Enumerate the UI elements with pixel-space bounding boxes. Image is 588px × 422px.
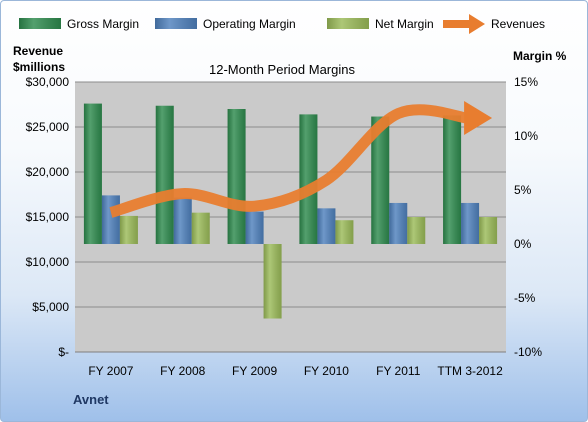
bar — [389, 202, 408, 244]
bar — [371, 116, 390, 244]
bar — [83, 103, 102, 244]
left-tick-label: $5,000 — [32, 300, 69, 314]
category-label: FY 2010 — [304, 364, 349, 378]
bar — [263, 244, 282, 319]
left-tick-label: $20,000 — [26, 165, 70, 179]
bar — [227, 109, 246, 244]
legend-item: Revenues — [443, 14, 545, 34]
left-axis-ticks: $- $5,000 $10,000 $15,000 $20,000 $25,000 $30,… — [26, 75, 70, 359]
right-axis-label: Margin % — [513, 49, 567, 63]
bar — [335, 220, 354, 244]
company-label: Avnet — [73, 392, 109, 407]
legend-item: Net Margin — [327, 17, 434, 31]
legend-label: Gross Margin — [67, 17, 139, 31]
revenue-line — [109, 104, 468, 218]
gridlines — [75, 81, 506, 353]
right-tick-label: 0% — [514, 237, 532, 251]
legend-label: Operating Margin — [203, 17, 296, 31]
bar — [299, 114, 318, 245]
legend-label: Revenues — [491, 17, 545, 31]
left-tick-label: $30,000 — [26, 75, 70, 89]
revenue-arrowhead — [464, 101, 493, 135]
bar — [155, 105, 174, 244]
left-axis-label-line1: Revenue — [13, 44, 63, 58]
right-tick-label: -5% — [514, 291, 536, 305]
bar — [101, 195, 120, 244]
category-label: FY 2007 — [88, 364, 133, 378]
bar — [119, 215, 138, 244]
legend-swatch — [443, 20, 471, 28]
bar — [479, 217, 498, 244]
left-tick-label: $10,000 — [26, 255, 70, 269]
bar — [443, 115, 462, 244]
right-tick-label: 10% — [514, 129, 538, 143]
bar-series — [83, 103, 498, 319]
category-labels: FY 2007 FY 2008 FY 2009 FY 2010 FY 2011 TTM 3… — [88, 364, 503, 378]
right-tick-label: -10% — [514, 345, 542, 359]
category-label: FY 2009 — [232, 364, 277, 378]
bar — [317, 208, 336, 244]
legend-label: Net Margin — [375, 17, 434, 31]
left-tick-label: $- — [58, 345, 69, 359]
revenue-series — [109, 101, 493, 218]
category-label: FY 2011 — [376, 364, 421, 378]
chart-title: 12-Month Period Margins — [209, 62, 355, 77]
right-axis-ticks: -10% -5% 0% 5% 10% 15% — [514, 75, 542, 359]
right-tick-label: 5% — [514, 183, 532, 197]
category-label: TTM 3-2012 — [437, 364, 503, 378]
bar — [191, 212, 210, 244]
category-label: FY 2008 — [160, 364, 205, 378]
legend-item: Operating Margin — [155, 17, 296, 31]
chart-legend: Gross Margin Operating Margin Net Margin Re… — [19, 14, 545, 34]
bar — [173, 197, 192, 244]
bar — [245, 211, 264, 244]
legend-item: Gross Margin — [19, 17, 139, 31]
left-tick-label: $25,000 — [26, 120, 70, 134]
left-axis-label-line2: $millions — [13, 60, 65, 74]
right-tick-label: 15% — [514, 75, 538, 89]
bar — [461, 202, 480, 244]
bar — [407, 217, 426, 244]
left-tick-label: $15,000 — [26, 210, 70, 224]
